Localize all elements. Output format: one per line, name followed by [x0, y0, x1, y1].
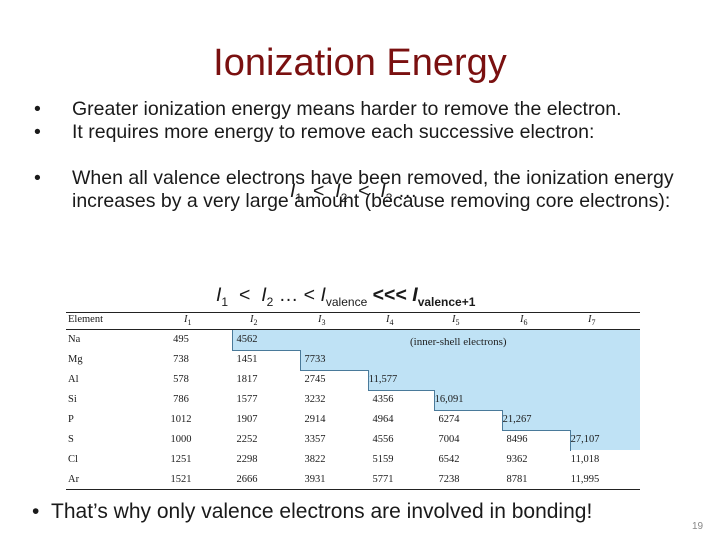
energy-cell: 11,995	[570, 474, 600, 485]
energy-cell: 3357	[304, 434, 326, 445]
energy-cell: 1251	[170, 454, 192, 465]
energy-cell: 16,091	[434, 394, 464, 405]
energy-cell: 11,577	[368, 374, 398, 385]
header-i7: I7	[588, 314, 596, 328]
energy-cell: 1521	[170, 474, 192, 485]
energy-cell: 7238	[438, 474, 460, 485]
bullet-2-text: It requires more energy to remove each s…	[72, 121, 595, 143]
slide-title: Ionization Energy	[213, 42, 507, 84]
bullet-1-text: Greater ionization energy means harder t…	[72, 98, 622, 120]
energy-cell: 1012	[170, 414, 192, 425]
bullet-1: • Greater ionization energy means harder …	[34, 98, 622, 120]
inner-shell-label: (inner-shell electrons)	[410, 336, 507, 348]
element-cell: P	[68, 414, 74, 425]
energy-cell: 27,107	[570, 434, 600, 445]
element-cell: Si	[68, 394, 77, 405]
element-cell: Mg	[68, 354, 83, 365]
header-i2: I2	[250, 314, 258, 328]
bottom-bullet-text: That’s why only valence electrons are in…	[51, 500, 593, 523]
staircase-line	[434, 390, 503, 411]
staircase-line	[502, 410, 571, 431]
energy-cell: 4356	[372, 394, 394, 405]
energy-cell: 1451	[236, 354, 258, 365]
bullet-2: • It requires more energy to remove each …	[34, 121, 595, 143]
energy-cell: 4562	[236, 334, 258, 345]
energy-cell: 8781	[506, 474, 528, 485]
core-shade-row	[502, 410, 640, 430]
core-shade-row	[232, 330, 640, 350]
energy-cell: 738	[173, 354, 189, 365]
energy-cell: 2745	[304, 374, 326, 385]
element-cell: Ar	[68, 474, 80, 485]
energy-cell: 3931	[304, 474, 326, 485]
core-shade-row	[434, 390, 640, 410]
energy-cell: 1000	[170, 434, 192, 445]
staircase-line	[300, 350, 369, 371]
core-shade-row	[300, 350, 640, 370]
bullet-3: • When all valence electrons have been re…	[34, 167, 674, 212]
element-cell: Al	[68, 374, 79, 385]
energy-cell: 495	[173, 334, 189, 345]
staircase-line	[232, 330, 301, 351]
energy-cell: 7733	[304, 354, 326, 365]
header-i1: I1	[184, 314, 192, 328]
energy-cell: 2666	[236, 474, 258, 485]
header-element: Element	[68, 314, 103, 325]
energy-cell: 5771	[372, 474, 394, 485]
energy-cell: 4964	[372, 414, 394, 425]
header-i5: I5	[452, 314, 460, 328]
energy-cell: 6274	[438, 414, 460, 425]
header-i6: I6	[520, 314, 528, 328]
energy-cell: 2252	[236, 434, 258, 445]
energy-cell: 6542	[438, 454, 460, 465]
energy-cell: 2914	[304, 414, 326, 425]
energy-cell: 5159	[372, 454, 394, 465]
header-i4: I4	[386, 314, 394, 328]
energy-cell: 4556	[372, 434, 394, 445]
bullet-list: • Greater ionization energy means harder …	[34, 98, 704, 213]
energy-cell: 9362	[506, 454, 528, 465]
formula-successive: I1 < I2 < I3 …	[290, 180, 418, 205]
energy-cell: 7004	[438, 434, 460, 445]
energy-cell: 3232	[304, 394, 326, 405]
energy-cell: 2298	[236, 454, 258, 465]
bottom-bullet: • That’s why only valence electrons are …	[32, 500, 593, 523]
element-cell: Cl	[68, 454, 78, 465]
core-shade-row	[570, 430, 640, 450]
bullet-3-text: When all valence electrons have been rem…	[72, 167, 674, 212]
energy-cell: 578	[173, 374, 189, 385]
header-i3: I3	[318, 314, 326, 328]
energy-cell: 11,018	[570, 454, 600, 465]
element-cell: Na	[68, 334, 81, 345]
energy-cell: 8496	[506, 434, 528, 445]
formula-valence: I1 < I2 … < Ivalence <<< Ivalence+1	[216, 284, 476, 309]
energy-cell: 1577	[236, 394, 258, 405]
energy-cell: 3822	[304, 454, 326, 465]
energy-cell: 21,267	[502, 414, 532, 425]
staircase-line	[368, 370, 435, 391]
core-shade-row	[368, 370, 640, 390]
energy-cell: 786	[173, 394, 189, 405]
energy-cell: 1817	[236, 374, 258, 385]
page-number: 19	[692, 521, 704, 532]
staircase-line	[570, 430, 571, 451]
element-cell: S	[68, 434, 74, 445]
energy-cell: 1907	[236, 414, 258, 425]
